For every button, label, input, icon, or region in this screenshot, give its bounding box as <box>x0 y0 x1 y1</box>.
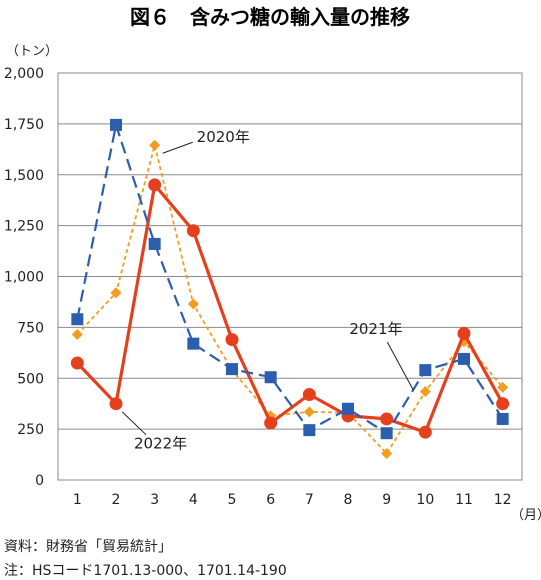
x-axis-unit: （月） <box>511 508 541 523</box>
series-line-2020年 <box>76 144 504 455</box>
data-point <box>342 402 354 415</box>
x-tick-label: 8 <box>344 492 353 508</box>
data-point <box>148 178 162 192</box>
label-2020: 2020年 <box>197 128 250 146</box>
data-point <box>380 427 393 440</box>
data-point <box>226 363 238 376</box>
x-tick-label: 2 <box>112 492 121 508</box>
data-point <box>148 237 161 250</box>
data-point <box>419 385 431 397</box>
data-point <box>264 371 277 384</box>
data-point <box>110 287 122 299</box>
y-tick-label: 1,000 <box>4 270 44 286</box>
y-axis-unit: （トン） <box>6 44 58 59</box>
data-point <box>186 224 200 238</box>
x-tick-label: 10 <box>416 492 434 508</box>
data-point <box>497 381 509 393</box>
y-tick-label: 1,750 <box>4 117 44 133</box>
data-point <box>149 139 161 151</box>
data-point <box>187 298 199 310</box>
data-point <box>225 333 239 347</box>
annotation-leader <box>121 411 147 436</box>
data-point <box>419 364 432 377</box>
x-tick-label: 1 <box>73 492 82 508</box>
y-tick-label: 1,250 <box>4 219 44 235</box>
footnote: 注：HSコード1701.13-000、1701.14-190 <box>4 563 287 579</box>
label-2022: 2022年 <box>134 435 187 453</box>
chart-title: 図６ 含みつ糖の輸入量の推移 <box>130 5 410 29</box>
x-tick-label: 3 <box>150 492 159 508</box>
data-point <box>496 397 510 411</box>
data-point <box>264 416 278 430</box>
data-point <box>496 412 509 425</box>
data-point <box>303 406 315 418</box>
data-point <box>457 326 471 340</box>
x-tick-label: 4 <box>189 492 198 508</box>
series-line-2021年 <box>76 123 504 435</box>
data-point <box>302 388 316 402</box>
y-tick-label: 250 <box>17 422 44 438</box>
x-tick-label: 9 <box>382 492 391 508</box>
data-point <box>109 397 123 411</box>
annotation-leader <box>162 141 193 154</box>
x-tick-label: 6 <box>266 492 275 508</box>
plot-frame <box>57 72 523 481</box>
data-point <box>70 356 84 370</box>
data-point <box>71 313 84 326</box>
series-line-2022年 <box>76 183 505 434</box>
x-tick-label: 7 <box>305 492 314 508</box>
y-tick-label: 2,000 <box>4 66 44 82</box>
data-point <box>71 328 83 340</box>
data-point <box>303 424 316 437</box>
y-tick-label: 1,500 <box>4 168 44 184</box>
x-tick-label: 5 <box>228 492 237 508</box>
annotation-leader <box>386 341 414 391</box>
x-tick-label: 12 <box>494 492 512 508</box>
data-point <box>380 412 394 426</box>
y-tick-label: 0 <box>35 473 44 489</box>
data-point <box>381 448 393 460</box>
y-tick-label: 750 <box>17 320 44 336</box>
data-point <box>187 337 200 350</box>
y-tick-label: 500 <box>17 371 44 387</box>
data-point <box>110 118 122 131</box>
source-note: 資料：財務省「貿易統計」 <box>4 539 172 555</box>
label-2021: 2021年 <box>349 320 402 338</box>
data-point <box>458 352 470 365</box>
data-point <box>418 425 432 439</box>
x-tick-label: 11 <box>455 492 473 508</box>
